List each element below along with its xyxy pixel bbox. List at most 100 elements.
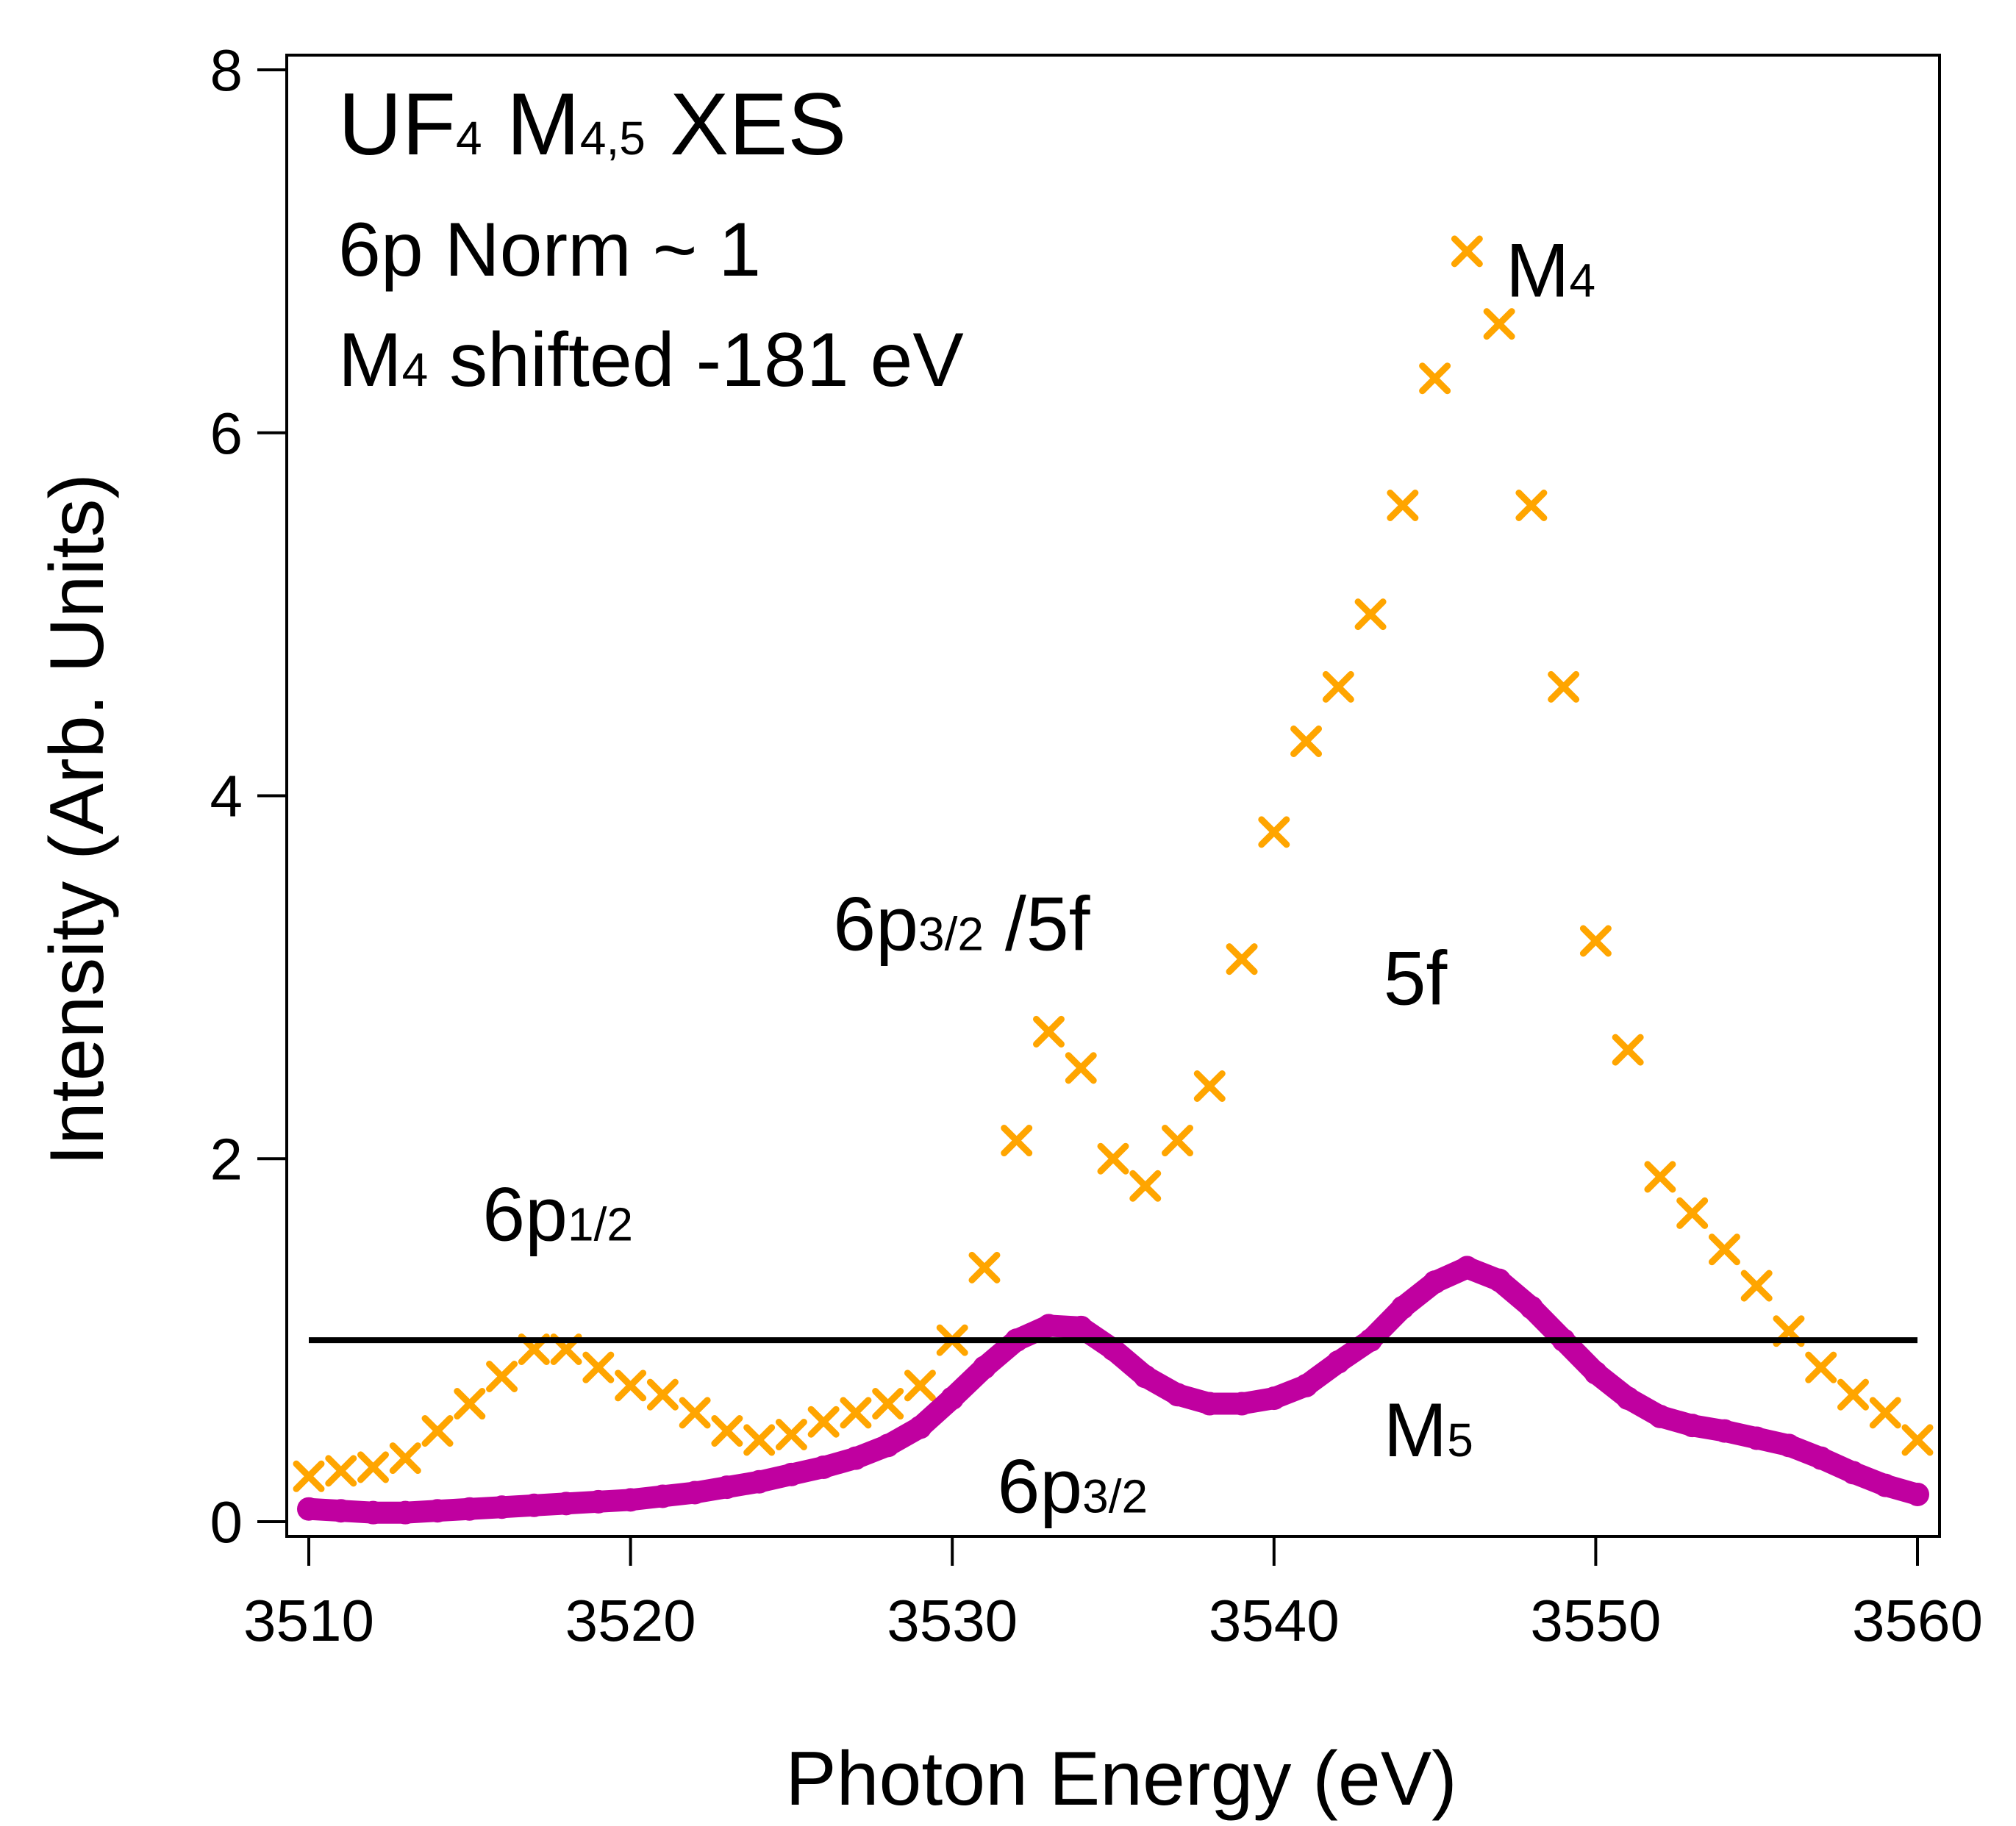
data-point-m5 [1262, 1386, 1286, 1411]
data-point-m5 [779, 1462, 804, 1486]
data-point-m4 [711, 1415, 743, 1447]
data-point-m5 [1906, 1482, 1929, 1506]
data-point-m4 [325, 1455, 357, 1487]
y-tick-label: 8 [210, 37, 243, 103]
data-point-m4 [389, 1442, 421, 1475]
data-point-m4 [1129, 1170, 1162, 1202]
data-point-m4 [1193, 1070, 1226, 1102]
peak-label: 5f [1384, 936, 1448, 1021]
peak-label: 6p3/2 [997, 1444, 1148, 1530]
data-point-m5 [1680, 1414, 1704, 1438]
data-point-m4 [646, 1378, 679, 1411]
data-point-m5 [361, 1500, 385, 1525]
data-point-m5 [1423, 1270, 1447, 1295]
y-tick-label: 6 [210, 401, 243, 466]
data-point-m4 [1226, 943, 1258, 975]
annotation-text: M [338, 318, 402, 403]
peak-label-main: 6p [482, 1172, 568, 1257]
data-point-m4 [1740, 1270, 1773, 1302]
data-point-m4 [454, 1388, 486, 1420]
data-point-m5 [812, 1455, 836, 1479]
y-axis-title: Intensity (Arb. Units) [35, 473, 120, 1166]
data-point-m4 [1032, 1015, 1065, 1048]
y-tick-label: 2 [210, 1126, 243, 1192]
data-point-m5 [522, 1493, 546, 1517]
peak-label-main: M [1384, 1388, 1448, 1473]
data-point-m5 [457, 1497, 482, 1521]
data-point-m4 [1483, 308, 1515, 340]
data-point-m5 [1712, 1419, 1737, 1443]
data-point-m4 [421, 1415, 454, 1447]
data-point-m4 [1644, 1161, 1676, 1193]
data-point-m4 [1579, 925, 1612, 957]
peak-label-suffix: /5f [984, 881, 1091, 967]
annotation-text: shifted -181 eV [428, 318, 963, 403]
x-tick-label: 3510 [243, 1588, 374, 1653]
series-m4 [293, 235, 1934, 1492]
x-tick-label: 3550 [1530, 1588, 1661, 1653]
peak-label-subscript: 3/2 [918, 907, 984, 960]
data-point-m5 [876, 1433, 900, 1458]
peak-label: 6p1/2 [482, 1172, 633, 1257]
data-point-m5 [1326, 1350, 1351, 1374]
data-point-m5 [1648, 1404, 1672, 1428]
data-point-m4 [1419, 362, 1451, 395]
data-point-m5 [908, 1415, 932, 1439]
data-point-m5 [1584, 1361, 1608, 1385]
peak-label-subscript: 5 [1447, 1414, 1473, 1467]
data-point-m5 [1294, 1373, 1318, 1397]
y-tick-label: 4 [210, 764, 243, 829]
data-point-m4 [1065, 1052, 1097, 1084]
peak-label-main: M [1506, 229, 1570, 314]
data-point-m4 [872, 1388, 904, 1420]
peak-label-subscript: 4 [1570, 254, 1596, 307]
data-point-m5 [426, 1499, 450, 1523]
data-point-m5 [329, 1499, 353, 1523]
annotation-text: UF [338, 75, 456, 173]
data-point-m4 [1097, 1142, 1129, 1175]
data-point-m5 [1519, 1295, 1543, 1320]
annotation-line: 6p Norm ~ 1 [338, 207, 761, 293]
x-tick-label: 3530 [887, 1588, 1018, 1653]
peak-label-main: 6p [997, 1444, 1082, 1530]
peak-label: M5 [1384, 1388, 1473, 1473]
data-point-m4 [1162, 1125, 1194, 1157]
data-point-m4 [743, 1424, 776, 1456]
data-point-m4 [1837, 1378, 1869, 1411]
peak-label-main: 5f [1384, 936, 1448, 1021]
data-point-m5 [1487, 1268, 1512, 1292]
data-point-m5 [586, 1489, 610, 1514]
data-point-m4 [1548, 670, 1580, 703]
data-point-m4 [615, 1370, 647, 1402]
data-point-m5 [618, 1488, 643, 1512]
data-point-m4 [1869, 1397, 1901, 1429]
data-point-m4 [968, 1251, 1001, 1283]
data-point-m4 [1290, 725, 1323, 757]
data-point-m5 [683, 1481, 707, 1505]
data-point-m4 [1322, 670, 1354, 703]
data-point-m5 [297, 1497, 321, 1521]
data-point-m5 [747, 1469, 771, 1494]
peak-label-subscript: 1/2 [568, 1197, 633, 1250]
data-point-m4 [1387, 490, 1419, 521]
x-axis-title: Photon Energy (eV) [785, 1736, 1456, 1822]
data-point-m5 [1809, 1446, 1833, 1470]
data-point-m5 [1101, 1337, 1125, 1361]
y-axis: 0 2 4 6 8 [210, 37, 287, 1555]
data-point-m5 [1037, 1314, 1061, 1338]
data-point-m5 [843, 1446, 868, 1470]
data-point-m4 [904, 1370, 936, 1402]
data-point-m4 [1612, 1034, 1644, 1066]
x-axis: 3510 3520 3530 3540 3550 3560 [243, 1536, 1983, 1653]
x-tick-label: 3540 [1209, 1588, 1340, 1653]
peak-label: M4 [1506, 229, 1595, 314]
data-point-m5 [1230, 1392, 1254, 1416]
annotation-subscript: 4,5 [580, 112, 646, 165]
data-point-m4 [1805, 1351, 1837, 1383]
peak-label-subscript: 3/2 [1082, 1470, 1148, 1523]
data-point-m4 [486, 1361, 518, 1392]
data-point-m5 [940, 1386, 965, 1411]
series-m5 [297, 1256, 1929, 1525]
